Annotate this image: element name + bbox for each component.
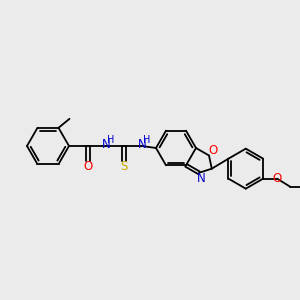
Text: O: O xyxy=(272,172,282,185)
Text: S: S xyxy=(120,160,128,172)
Text: N: N xyxy=(102,139,110,152)
Text: H: H xyxy=(107,135,115,145)
Text: N: N xyxy=(138,139,146,152)
Text: O: O xyxy=(208,144,217,157)
Text: O: O xyxy=(83,160,93,172)
Text: H: H xyxy=(143,135,151,145)
Text: N: N xyxy=(196,172,206,185)
